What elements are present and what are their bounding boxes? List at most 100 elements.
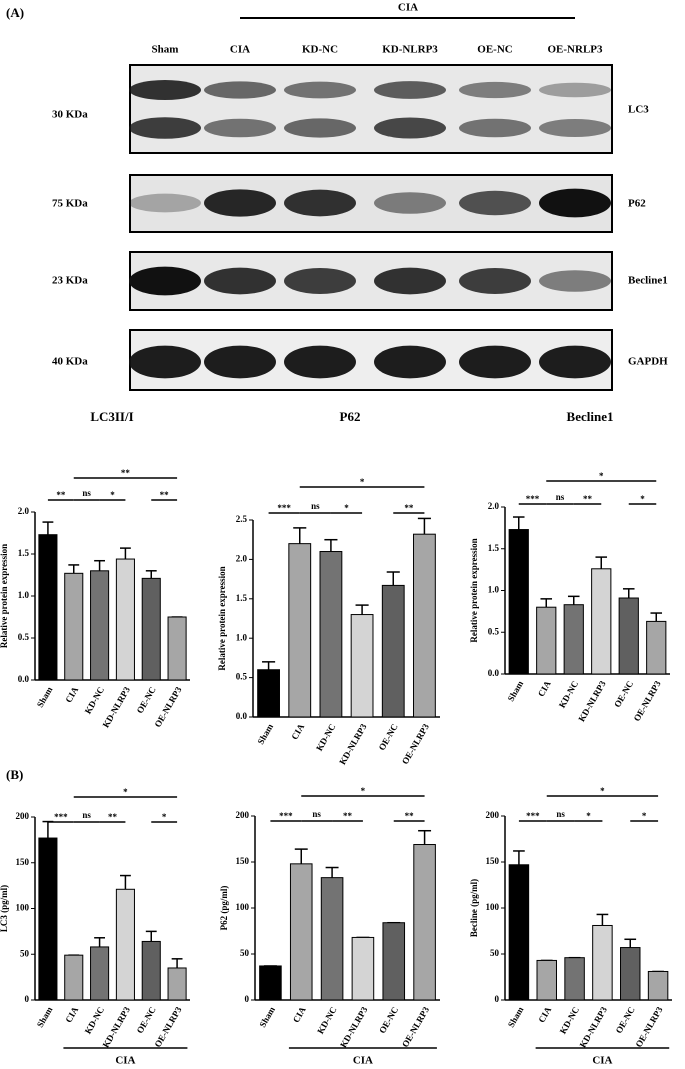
y-tick-label: 100	[236, 902, 250, 912]
x-tick-label: KD-NLRP3	[578, 1005, 610, 1050]
x-tick-label: CIA	[63, 1005, 80, 1025]
significance-label: **	[121, 468, 131, 478]
y-tick-label: 150	[486, 856, 500, 866]
bar	[167, 967, 187, 1001]
band	[129, 266, 201, 296]
bar	[536, 959, 557, 1001]
band	[204, 81, 276, 99]
group-label: CIA	[353, 1055, 373, 1067]
size-label: 75 KDa	[52, 198, 88, 210]
x-tick-label: OE-NC	[612, 679, 635, 709]
y-tick-label: 2.0	[18, 506, 30, 516]
bar	[618, 597, 639, 675]
significance-label: ns	[556, 492, 565, 502]
size-label: 30 KDa	[52, 109, 88, 121]
panel-label: (A)	[6, 5, 24, 20]
significance-label: **	[404, 503, 414, 513]
x-tick-label: KD-NC	[83, 685, 106, 716]
band	[539, 270, 611, 292]
bar	[320, 877, 344, 1001]
bar	[591, 568, 612, 675]
x-tick-label: OE-NLRP3	[400, 1005, 431, 1049]
chart-title: LC3II/I	[90, 409, 133, 424]
band	[284, 345, 356, 379]
x-tick-label: Sham	[506, 679, 526, 703]
x-tick-label: Sham	[35, 685, 55, 709]
significance-label: **	[160, 490, 170, 500]
bar	[319, 551, 343, 718]
y-axis-label: P62 (pg/ml)	[219, 886, 229, 931]
significance-label: ***	[279, 811, 293, 821]
lane-label: KD-NC	[302, 44, 338, 56]
y-tick-label: 50	[490, 948, 500, 958]
western-blot	[129, 64, 613, 391]
band	[129, 80, 201, 100]
band	[539, 188, 611, 218]
significance-label: **	[108, 812, 118, 822]
y-tick-label: 0.0	[236, 711, 248, 721]
band	[204, 189, 276, 217]
band	[374, 267, 446, 295]
significance-label: **	[56, 490, 66, 500]
x-tick-label: OE-NLRP3	[152, 1005, 183, 1049]
bar	[647, 970, 669, 1001]
x-tick-label: Sham	[506, 1005, 526, 1029]
band	[129, 345, 201, 379]
bar	[381, 584, 405, 718]
band	[539, 119, 611, 137]
significance-label: *	[586, 811, 591, 821]
y-axis-label: Relative protein expression	[469, 538, 479, 642]
y-tick-label: 1.0	[18, 590, 30, 600]
y-tick-label: 0.5	[236, 672, 248, 682]
significance-label: *	[600, 786, 605, 796]
group-label: CIA	[398, 2, 418, 14]
y-tick-label: 0.5	[18, 632, 30, 642]
significance-label: ns	[311, 501, 320, 511]
y-tick-label: 2.0	[236, 553, 248, 563]
bar	[620, 947, 641, 1001]
y-tick-label: 0	[25, 994, 30, 1004]
y-tick-label: 1.0	[236, 632, 248, 642]
group-label: CIA	[115, 1055, 135, 1067]
lane-label: OE-NRLP3	[548, 44, 604, 56]
significance-label: ***	[54, 812, 68, 822]
group-label: CIA	[592, 1055, 612, 1067]
bar	[350, 614, 374, 718]
panel-label: (B)	[6, 767, 23, 782]
bar	[351, 936, 375, 1001]
significance-label: ***	[526, 811, 540, 821]
bar	[592, 924, 613, 1001]
bar	[141, 940, 161, 1001]
significance-label: **	[405, 811, 415, 821]
bar	[38, 534, 58, 681]
lane-label: Sham	[152, 44, 179, 56]
bar	[508, 529, 529, 675]
band	[374, 117, 446, 139]
significance-label: *	[162, 812, 167, 822]
chart-title: P62	[340, 409, 361, 424]
y-tick-label: 1.5	[18, 548, 30, 558]
y-tick-label: 0.0	[18, 674, 30, 684]
bar	[90, 570, 110, 681]
y-tick-label: 100	[486, 902, 500, 912]
protein-label: Becline1	[628, 275, 668, 287]
x-tick-label: KD-NLRP3	[576, 679, 608, 724]
x-tick-label: KD-NLRP3	[338, 1005, 370, 1050]
significance-label: ns	[82, 810, 91, 820]
x-tick-label: OE-NLRP3	[400, 722, 431, 766]
band	[284, 81, 356, 99]
band	[204, 118, 276, 138]
significance-label: *	[361, 786, 366, 796]
y-tick-label: 2.0	[488, 501, 500, 511]
chart-title: Becline1	[567, 409, 614, 424]
x-tick-label: CIA	[291, 1005, 308, 1025]
size-label: 40 KDa	[52, 356, 88, 368]
bar	[257, 669, 280, 718]
x-tick-label: Sham	[257, 1005, 277, 1029]
x-tick-label: OE-NC	[135, 685, 158, 715]
y-axis-label: Relative protein expression	[0, 544, 9, 648]
band	[129, 193, 201, 213]
bar	[38, 837, 58, 1001]
y-tick-label: 1.5	[236, 593, 248, 603]
x-tick-label: KD-NC	[315, 1005, 338, 1036]
